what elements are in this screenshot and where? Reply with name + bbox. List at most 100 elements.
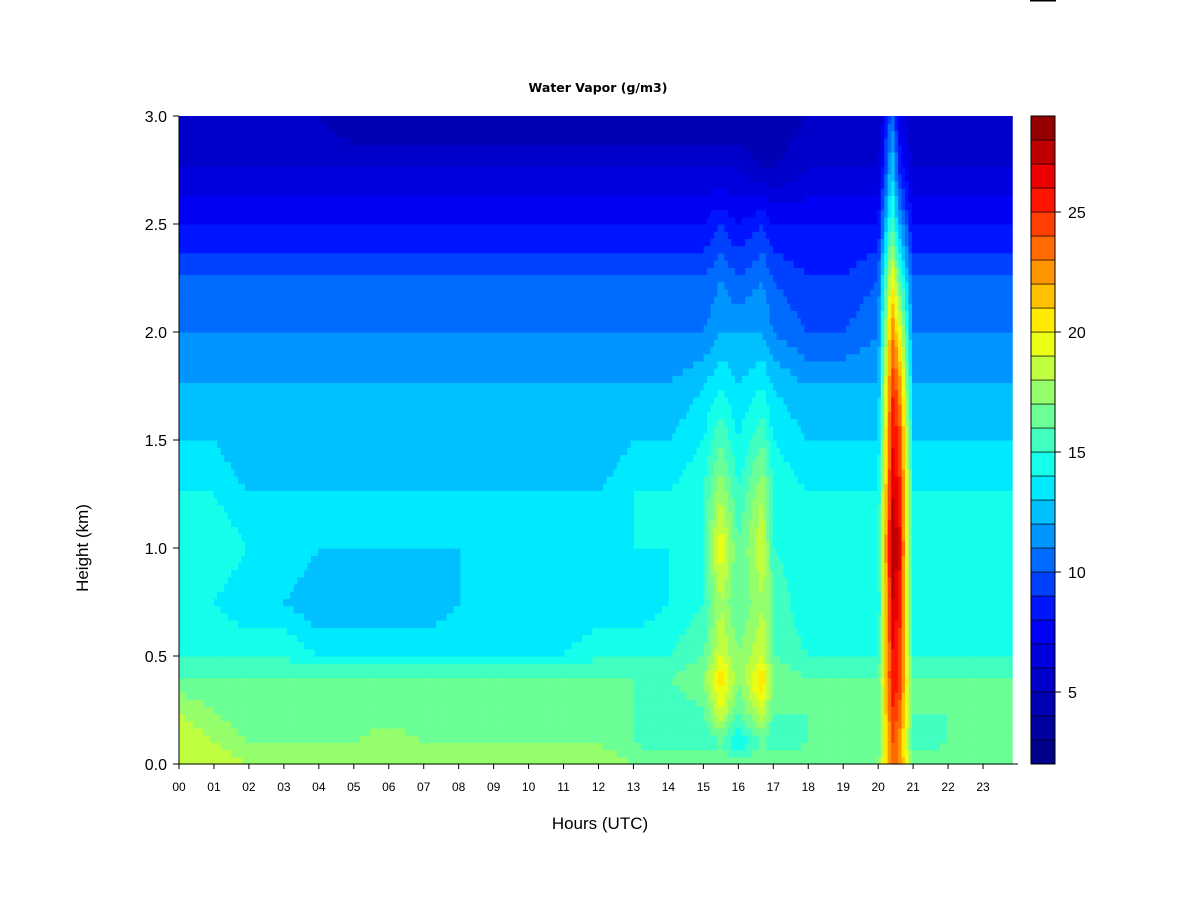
heatmap-cell — [981, 620, 986, 628]
heatmap-cell — [463, 706, 468, 715]
heatmap-cell — [449, 720, 455, 729]
heatmap-cell — [543, 663, 548, 671]
heatmap-cell — [234, 627, 239, 635]
heatmap-cell — [682, 612, 687, 621]
heatmap-cell — [953, 728, 958, 736]
heatmap-cell — [599, 720, 604, 729]
heatmap-cell — [342, 699, 347, 707]
heatmap-cell — [561, 627, 566, 635]
heatmap-cell — [623, 756, 628, 765]
heatmap-cell — [342, 663, 347, 671]
heatmap-cell — [745, 627, 750, 635]
heatmap-cell — [759, 677, 764, 686]
heatmap-cell — [835, 742, 840, 751]
heatmap-cell — [759, 749, 764, 758]
heatmap-cell — [641, 699, 646, 707]
heatmap-cell — [647, 684, 653, 693]
heatmap-cell — [884, 641, 889, 650]
heatmap-cell — [411, 684, 416, 693]
heatmap-cell — [682, 756, 687, 765]
heatmap-cell — [602, 713, 607, 722]
heatmap-cell — [519, 684, 524, 693]
heatmap-cell — [213, 706, 218, 715]
heatmap-cell — [335, 728, 340, 736]
heatmap-cell — [234, 756, 239, 765]
heatmap-cell — [568, 612, 573, 621]
heatmap-cell — [425, 735, 430, 743]
heatmap-cell — [609, 634, 614, 643]
heatmap-cell — [286, 699, 291, 707]
heatmap-cell — [387, 677, 392, 686]
heatmap-cell — [418, 648, 423, 657]
heatmap-cell — [939, 677, 944, 686]
heatmap-cell — [693, 620, 698, 628]
heatmap-cell — [859, 742, 864, 751]
heatmap-cell — [804, 699, 809, 707]
heatmap-cell — [790, 713, 795, 722]
heatmap-cell — [971, 641, 976, 650]
heatmap-cell — [651, 663, 656, 671]
heatmap-cell — [192, 677, 197, 686]
heatmap-cell — [550, 699, 555, 707]
heatmap-cell — [543, 684, 548, 693]
heatmap-cell — [821, 749, 826, 758]
heatmap-cell — [863, 634, 868, 643]
heatmap-cell — [734, 692, 739, 700]
heatmap-cell — [575, 627, 580, 635]
heatmap-cell — [314, 728, 319, 736]
heatmap-cell — [832, 612, 837, 621]
heatmap-cell — [495, 699, 500, 707]
heatmap-cell — [432, 641, 437, 650]
heatmap-cell — [936, 670, 941, 679]
heatmap-cell — [279, 728, 284, 736]
heatmap-cell — [707, 713, 712, 722]
heatmap-cell — [345, 742, 350, 751]
heatmap-cell — [512, 720, 517, 729]
heatmap-cell — [394, 749, 399, 758]
heatmap-cell — [283, 692, 288, 700]
heatmap-cell — [390, 728, 395, 736]
heatmap-cell — [397, 720, 402, 729]
heatmap-cell — [585, 735, 590, 743]
heatmap-cell — [269, 684, 274, 693]
heatmap-cell — [912, 627, 917, 635]
heatmap-cell — [658, 706, 663, 715]
heatmap-cell — [623, 749, 628, 758]
heatmap-cell — [248, 677, 253, 686]
heatmap-cell — [797, 648, 802, 657]
heatmap-cell — [613, 620, 618, 628]
heatmap-cell — [991, 641, 996, 650]
heatmap-cell — [224, 641, 229, 650]
heatmap-cell — [474, 713, 479, 722]
heatmap-cell — [495, 756, 500, 765]
heatmap-cell — [213, 663, 218, 671]
heatmap-cell — [297, 735, 302, 743]
heatmap-cell — [894, 677, 899, 686]
heatmap-cell — [908, 677, 913, 686]
heatmap-cell — [818, 677, 823, 686]
heatmap-cell — [238, 749, 243, 758]
heatmap-cell — [554, 692, 559, 700]
heatmap-cell — [241, 749, 246, 758]
heatmap-cell — [550, 634, 555, 643]
heatmap-cell — [241, 663, 246, 671]
heatmap-cell — [870, 648, 875, 657]
heatmap-cell — [321, 684, 326, 693]
heatmap-cell — [866, 692, 871, 700]
heatmap-cell — [703, 692, 708, 700]
heatmap-cell — [515, 684, 521, 693]
heatmap-cell — [321, 656, 326, 664]
heatmap-cell — [905, 706, 910, 715]
heatmap-cell — [856, 720, 861, 729]
heatmap-cell — [512, 699, 517, 707]
heatmap-cell — [519, 699, 524, 707]
heatmap-cell — [672, 756, 677, 765]
heatmap-cell — [307, 749, 312, 758]
heatmap-cell — [912, 735, 917, 743]
heatmap-cell — [224, 756, 229, 765]
heatmap-cell — [415, 612, 420, 621]
heatmap-cell — [679, 735, 684, 743]
heatmap-cell — [939, 706, 944, 715]
heatmap-cell — [665, 692, 670, 700]
heatmap-cell — [981, 749, 986, 758]
